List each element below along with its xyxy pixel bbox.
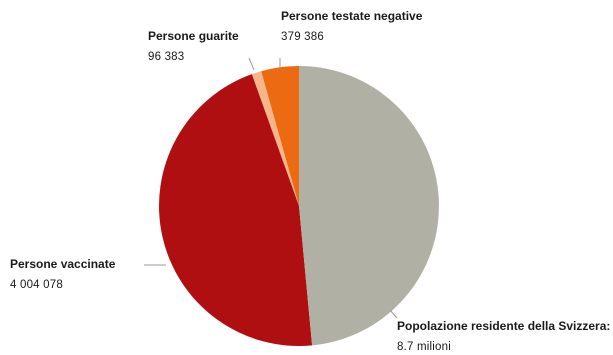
pie-slice-1 [251, 71, 299, 206]
leader-line-1 [248, 57, 255, 71]
leader-line-3 [389, 309, 398, 319]
slice-value-persone-testate-negative: 379 386 [281, 31, 324, 43]
slice-value-persone-guarite: 96 383 [148, 51, 185, 63]
label-popolazione-residente: Popolazione residente della Svizzera: 8.… [397, 319, 610, 355]
label-persone-testate-negative: Persone testate negative 379 386 [281, 9, 422, 45]
pie-slice-2 [159, 74, 313, 346]
slice-name-persone-guarite: Persone guarite [148, 29, 239, 43]
slice-name-persone-testate-negative: Persone testate negative [281, 9, 423, 23]
pie-slice-3 [299, 66, 439, 346]
slice-value-popolazione-residente: 8.7 milioni [397, 341, 451, 353]
label-persone-guarite: Persone guarite 96 383 [148, 29, 239, 65]
label-persone-vaccinate: Persone vaccinate 4 004 078 [10, 257, 115, 293]
pie-slice-0 [261, 66, 299, 206]
slice-name-popolazione-residente: Popolazione residente della Svizzera: [397, 319, 611, 333]
slice-value-persone-vaccinate: 4 004 078 [10, 279, 63, 291]
slice-name-persone-vaccinate: Persone vaccinate [10, 257, 116, 271]
